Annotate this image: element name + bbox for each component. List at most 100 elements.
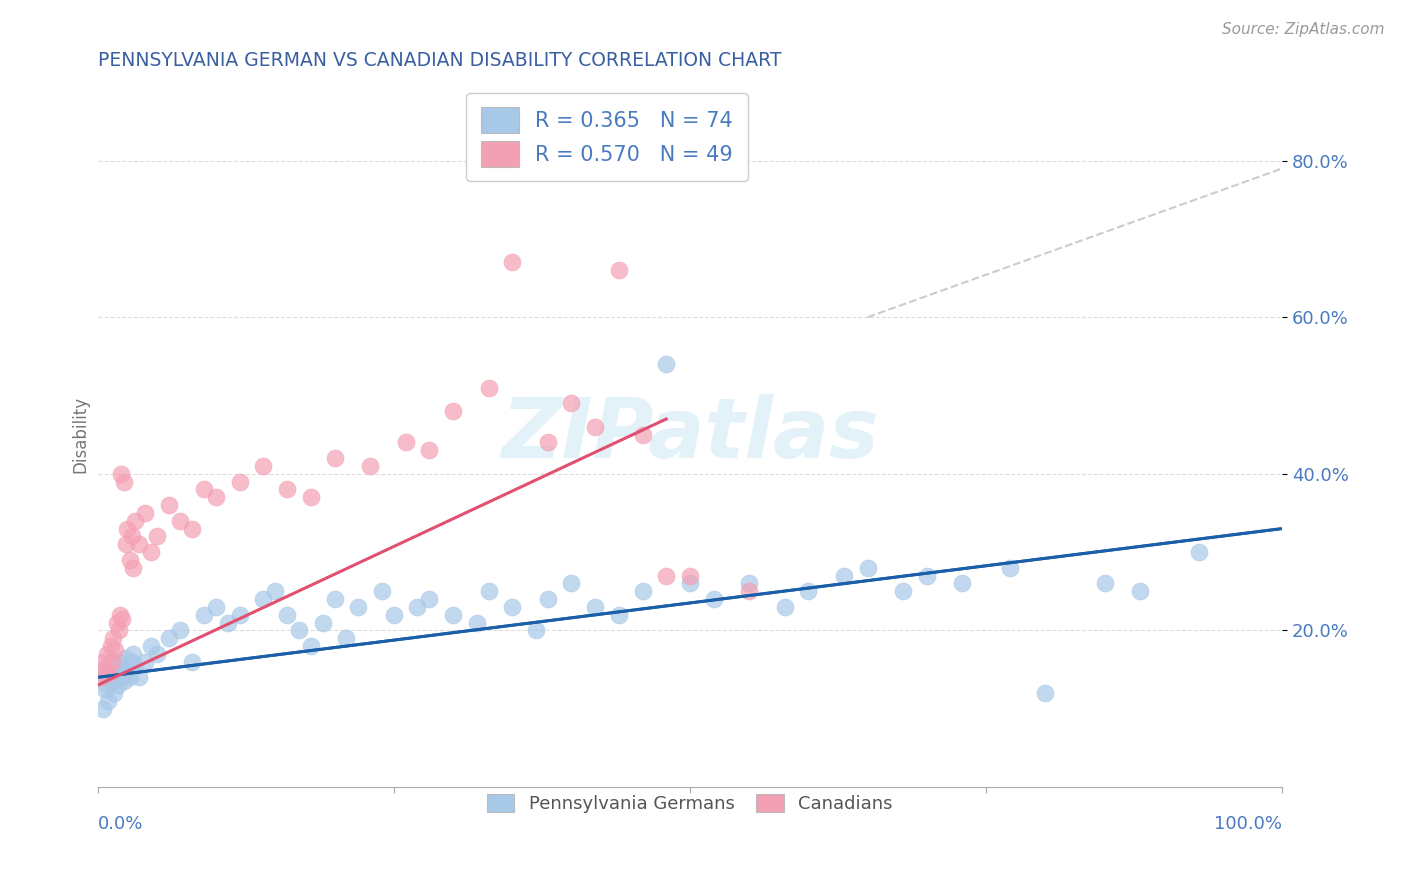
Point — [1188, 545, 1211, 559]
Point — [607, 263, 630, 277]
Point — [501, 255, 523, 269]
Legend: Pennsylvania Germans, Canadians: Pennsylvania Germans, Canadians — [479, 787, 900, 820]
Point — [347, 599, 370, 614]
Point — [998, 560, 1021, 574]
Point — [118, 553, 141, 567]
Point — [122, 647, 145, 661]
Point — [773, 599, 796, 614]
Point — [205, 599, 228, 614]
Point — [96, 647, 118, 661]
Point — [631, 427, 654, 442]
Point — [738, 584, 761, 599]
Point — [93, 655, 115, 669]
Point — [288, 624, 311, 638]
Point — [418, 443, 440, 458]
Point — [679, 576, 702, 591]
Point — [560, 396, 582, 410]
Point — [108, 655, 131, 669]
Point — [441, 607, 464, 622]
Point — [157, 631, 180, 645]
Point — [252, 592, 274, 607]
Point — [703, 592, 725, 607]
Point — [103, 686, 125, 700]
Point — [134, 506, 156, 520]
Point — [797, 584, 820, 599]
Point — [104, 658, 127, 673]
Text: 0.0%: 0.0% — [97, 815, 143, 833]
Point — [217, 615, 239, 630]
Point — [115, 522, 138, 536]
Point — [371, 584, 394, 599]
Point — [583, 419, 606, 434]
Point — [91, 663, 114, 677]
Point — [97, 694, 120, 708]
Point — [359, 458, 381, 473]
Point — [560, 576, 582, 591]
Point — [115, 537, 138, 551]
Point — [128, 537, 150, 551]
Point — [112, 475, 135, 489]
Point — [311, 615, 333, 630]
Point — [950, 576, 973, 591]
Point — [418, 592, 440, 607]
Point — [124, 514, 146, 528]
Point — [121, 655, 143, 669]
Point — [146, 529, 169, 543]
Point — [115, 663, 138, 677]
Point — [915, 568, 938, 582]
Point — [134, 655, 156, 669]
Point — [465, 615, 488, 630]
Point — [323, 451, 346, 466]
Point — [655, 357, 678, 371]
Point — [276, 607, 298, 622]
Point — [382, 607, 405, 622]
Point — [146, 647, 169, 661]
Point — [205, 490, 228, 504]
Y-axis label: Disability: Disability — [72, 396, 89, 473]
Point — [114, 650, 136, 665]
Point — [537, 592, 560, 607]
Point — [441, 404, 464, 418]
Point — [229, 475, 252, 489]
Point — [181, 655, 204, 669]
Point — [90, 670, 112, 684]
Point — [181, 522, 204, 536]
Point — [631, 584, 654, 599]
Point — [124, 658, 146, 673]
Point — [139, 639, 162, 653]
Point — [96, 678, 118, 692]
Text: PENNSYLVANIA GERMAN VS CANADIAN DISABILITY CORRELATION CHART: PENNSYLVANIA GERMAN VS CANADIAN DISABILI… — [97, 51, 782, 70]
Point — [101, 655, 124, 669]
Point — [299, 490, 322, 504]
Text: 100.0%: 100.0% — [1215, 815, 1282, 833]
Point — [108, 624, 131, 638]
Text: ZIPatlas: ZIPatlas — [501, 394, 879, 475]
Point — [229, 607, 252, 622]
Point — [501, 599, 523, 614]
Point — [94, 670, 117, 684]
Point — [93, 701, 115, 715]
Point — [94, 663, 117, 677]
Point — [157, 498, 180, 512]
Point — [832, 568, 855, 582]
Point — [110, 467, 132, 481]
Point — [335, 631, 357, 645]
Point — [101, 666, 124, 681]
Text: Source: ZipAtlas.com: Source: ZipAtlas.com — [1222, 22, 1385, 37]
Point — [121, 529, 143, 543]
Point — [406, 599, 429, 614]
Point — [111, 612, 134, 626]
Point — [856, 560, 879, 574]
Point — [537, 435, 560, 450]
Point — [112, 674, 135, 689]
Point — [1129, 584, 1152, 599]
Point — [169, 514, 191, 528]
Point — [98, 663, 121, 677]
Point — [193, 607, 215, 622]
Point — [105, 670, 128, 684]
Point — [679, 568, 702, 582]
Point — [98, 666, 121, 681]
Point — [276, 483, 298, 497]
Point — [524, 624, 547, 638]
Point — [100, 639, 122, 653]
